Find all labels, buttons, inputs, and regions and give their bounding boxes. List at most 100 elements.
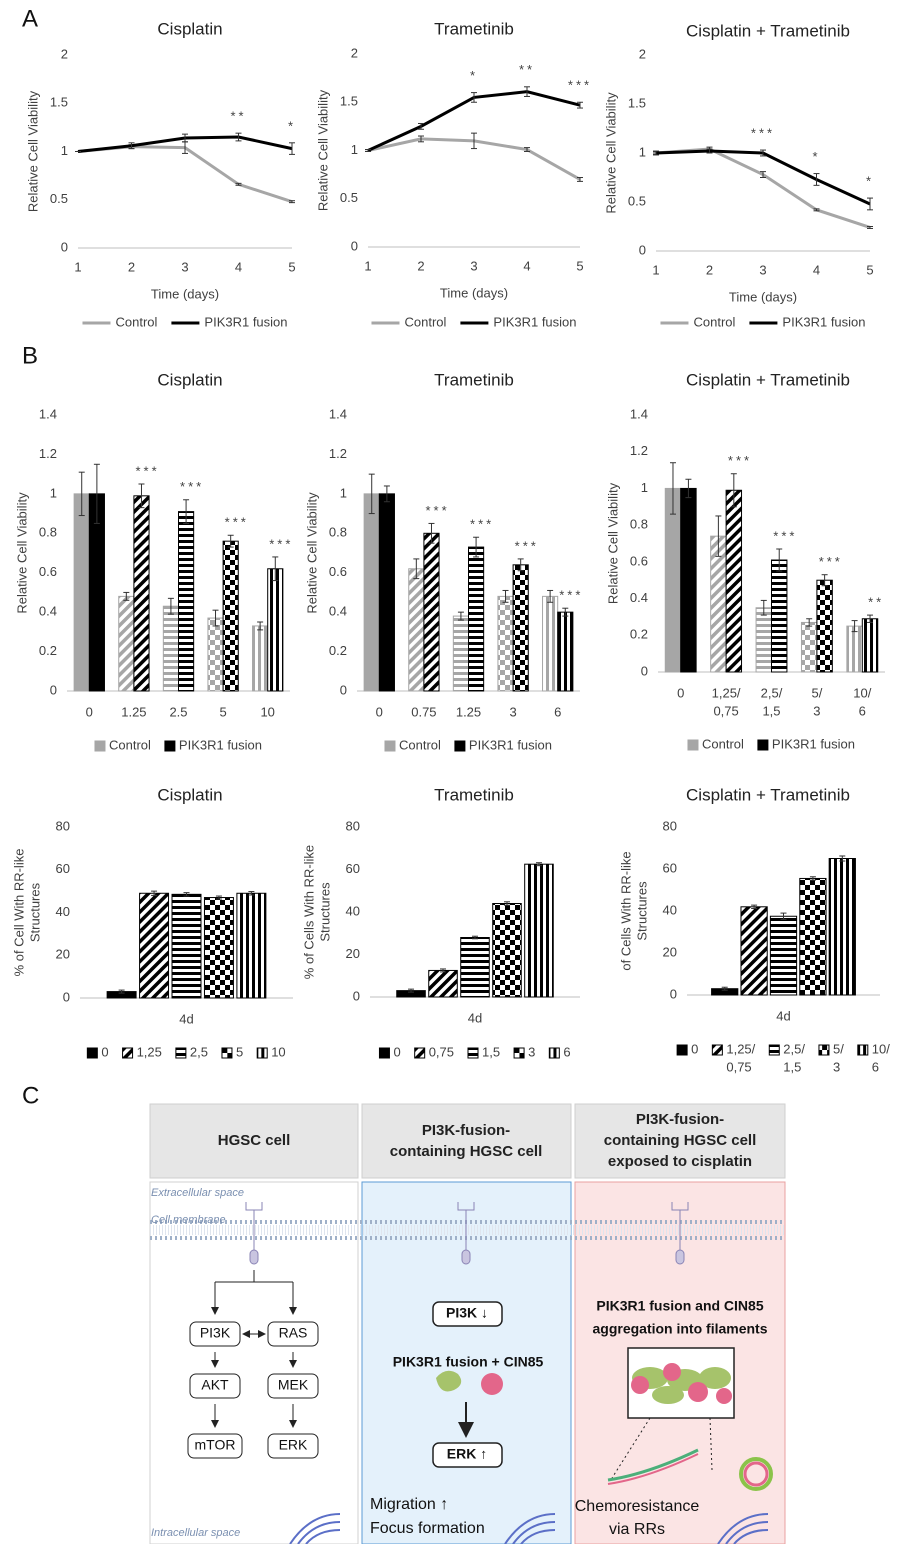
y-tick-label: 0.5 [340, 190, 358, 205]
bar [134, 496, 149, 691]
bar [163, 606, 178, 691]
legend-swatch [222, 1048, 232, 1058]
y-axis-label: Relative Cell Viability [14, 492, 29, 614]
x-tick-label: 0 [677, 685, 684, 700]
x-tick-label: 6 [859, 703, 866, 718]
x-tick-label: 2.5 [169, 704, 187, 719]
bar [681, 488, 696, 672]
legend-label: 1,25/ [726, 1041, 755, 1056]
x-tick-label: 1,5 [762, 703, 780, 718]
legend-label: 0,75 [726, 1059, 751, 1074]
panel-label: A [22, 5, 38, 32]
node: AKT [201, 1377, 229, 1393]
x-tick-label: 2 [417, 258, 424, 273]
chart: Cisplatin + Trametinib00.20.40.60.811.21… [605, 370, 885, 751]
y-tick-label: 0 [670, 986, 677, 1001]
y-tick-label: 40 [56, 904, 70, 919]
annotation: * [288, 118, 296, 133]
bar [204, 898, 233, 998]
legend-label: 3 [528, 1044, 535, 1059]
legend-label: 2,5 [190, 1044, 208, 1059]
y-tick-label: 1.5 [50, 95, 68, 110]
y-tick-label: 0.5 [50, 191, 68, 206]
x-tick-label: 1 [364, 258, 371, 273]
legend-swatch [176, 1048, 186, 1058]
y-tick-label: 60 [346, 861, 360, 876]
label: via RRs [609, 1521, 665, 1538]
node: RAS [279, 1325, 308, 1341]
label: PIK3R1 fusion + CIN85 [393, 1354, 544, 1370]
node: PI3K [200, 1325, 231, 1341]
chart: Cisplatin + Trametinib00.511.52Relative … [603, 21, 874, 329]
legend: ControlPIK3R1 fusion [371, 314, 576, 329]
bar [172, 894, 201, 998]
y-tick-label: 0 [61, 239, 68, 254]
y-axis-label: Relative Cell Viability [603, 92, 618, 214]
annotation: ** [519, 62, 535, 77]
y-tick-label: 0.2 [329, 643, 347, 658]
chart: Cisplatin00.20.40.60.811.21.4Relative Ce… [14, 370, 293, 752]
legend-label: 1,25 [137, 1044, 162, 1059]
chart-title: Cisplatin + Trametinib [686, 785, 850, 804]
bar [513, 565, 528, 691]
y-tick-label: 1.4 [630, 406, 648, 421]
legend-label: 10 [271, 1044, 285, 1059]
x-tick-label: 3 [759, 262, 766, 277]
y-tick-label: 0 [351, 238, 358, 253]
bar [268, 569, 283, 691]
legend-swatch [677, 1045, 687, 1055]
annotation: *** [135, 463, 159, 478]
bar [208, 618, 223, 691]
node: ERK ↑ [447, 1446, 487, 1462]
x-tick-label: 4d [776, 1008, 790, 1023]
legend-swatch [415, 1048, 425, 1058]
y-tick-label: 60 [56, 861, 70, 876]
legend-label: Control [702, 736, 744, 751]
legend-swatch [87, 1048, 97, 1058]
chart: Trametinib00.20.40.60.811.21.4Relative C… [304, 370, 583, 752]
bar [741, 907, 767, 995]
legend-label: 5/ [833, 1041, 844, 1056]
legend-label: 6 [563, 1044, 570, 1059]
annotation: *** [470, 517, 494, 532]
legend-swatch [688, 740, 698, 750]
legend-swatch [95, 741, 105, 751]
legend-swatch [257, 1048, 267, 1058]
legend-label: Control [399, 737, 441, 752]
y-tick-label: 0 [340, 682, 347, 697]
y-axis-label: Structures [317, 882, 332, 942]
x-tick-label: 4 [523, 258, 530, 273]
legend-label: 0,75 [429, 1044, 454, 1059]
node: MEK [278, 1377, 309, 1393]
legend-label: 0 [101, 1044, 108, 1059]
y-tick-label: 1.5 [340, 94, 358, 109]
label: PIK3R1 fusion and CIN85 [596, 1298, 763, 1314]
bar [409, 569, 424, 691]
y-tick-label: 1 [639, 144, 646, 159]
y-tick-label: 1.4 [39, 406, 57, 421]
x-tick-label: 1.25 [121, 704, 146, 719]
y-tick-label: 80 [663, 818, 677, 833]
x-tick-label: 4d [179, 1011, 193, 1026]
region-label: Extracellular space [151, 1187, 244, 1199]
x-tick-label: 1.25 [456, 704, 481, 719]
legend-label: 0 [393, 1044, 400, 1059]
x-tick-label: 3 [470, 258, 477, 273]
x-tick-label: 2 [706, 262, 713, 277]
legend-swatch [514, 1048, 524, 1058]
legend-label: 1,5 [482, 1044, 500, 1059]
annotation: *** [728, 453, 752, 468]
y-tick-label: 0.4 [630, 590, 648, 605]
x-tick-label: 5 [219, 704, 226, 719]
annotation: * [866, 174, 874, 189]
annotation: * [812, 149, 820, 164]
bar [770, 916, 796, 995]
header: containing HGSC cell [604, 1132, 757, 1149]
bar [223, 541, 238, 691]
bar [179, 512, 194, 691]
y-tick-label: 20 [346, 946, 360, 961]
